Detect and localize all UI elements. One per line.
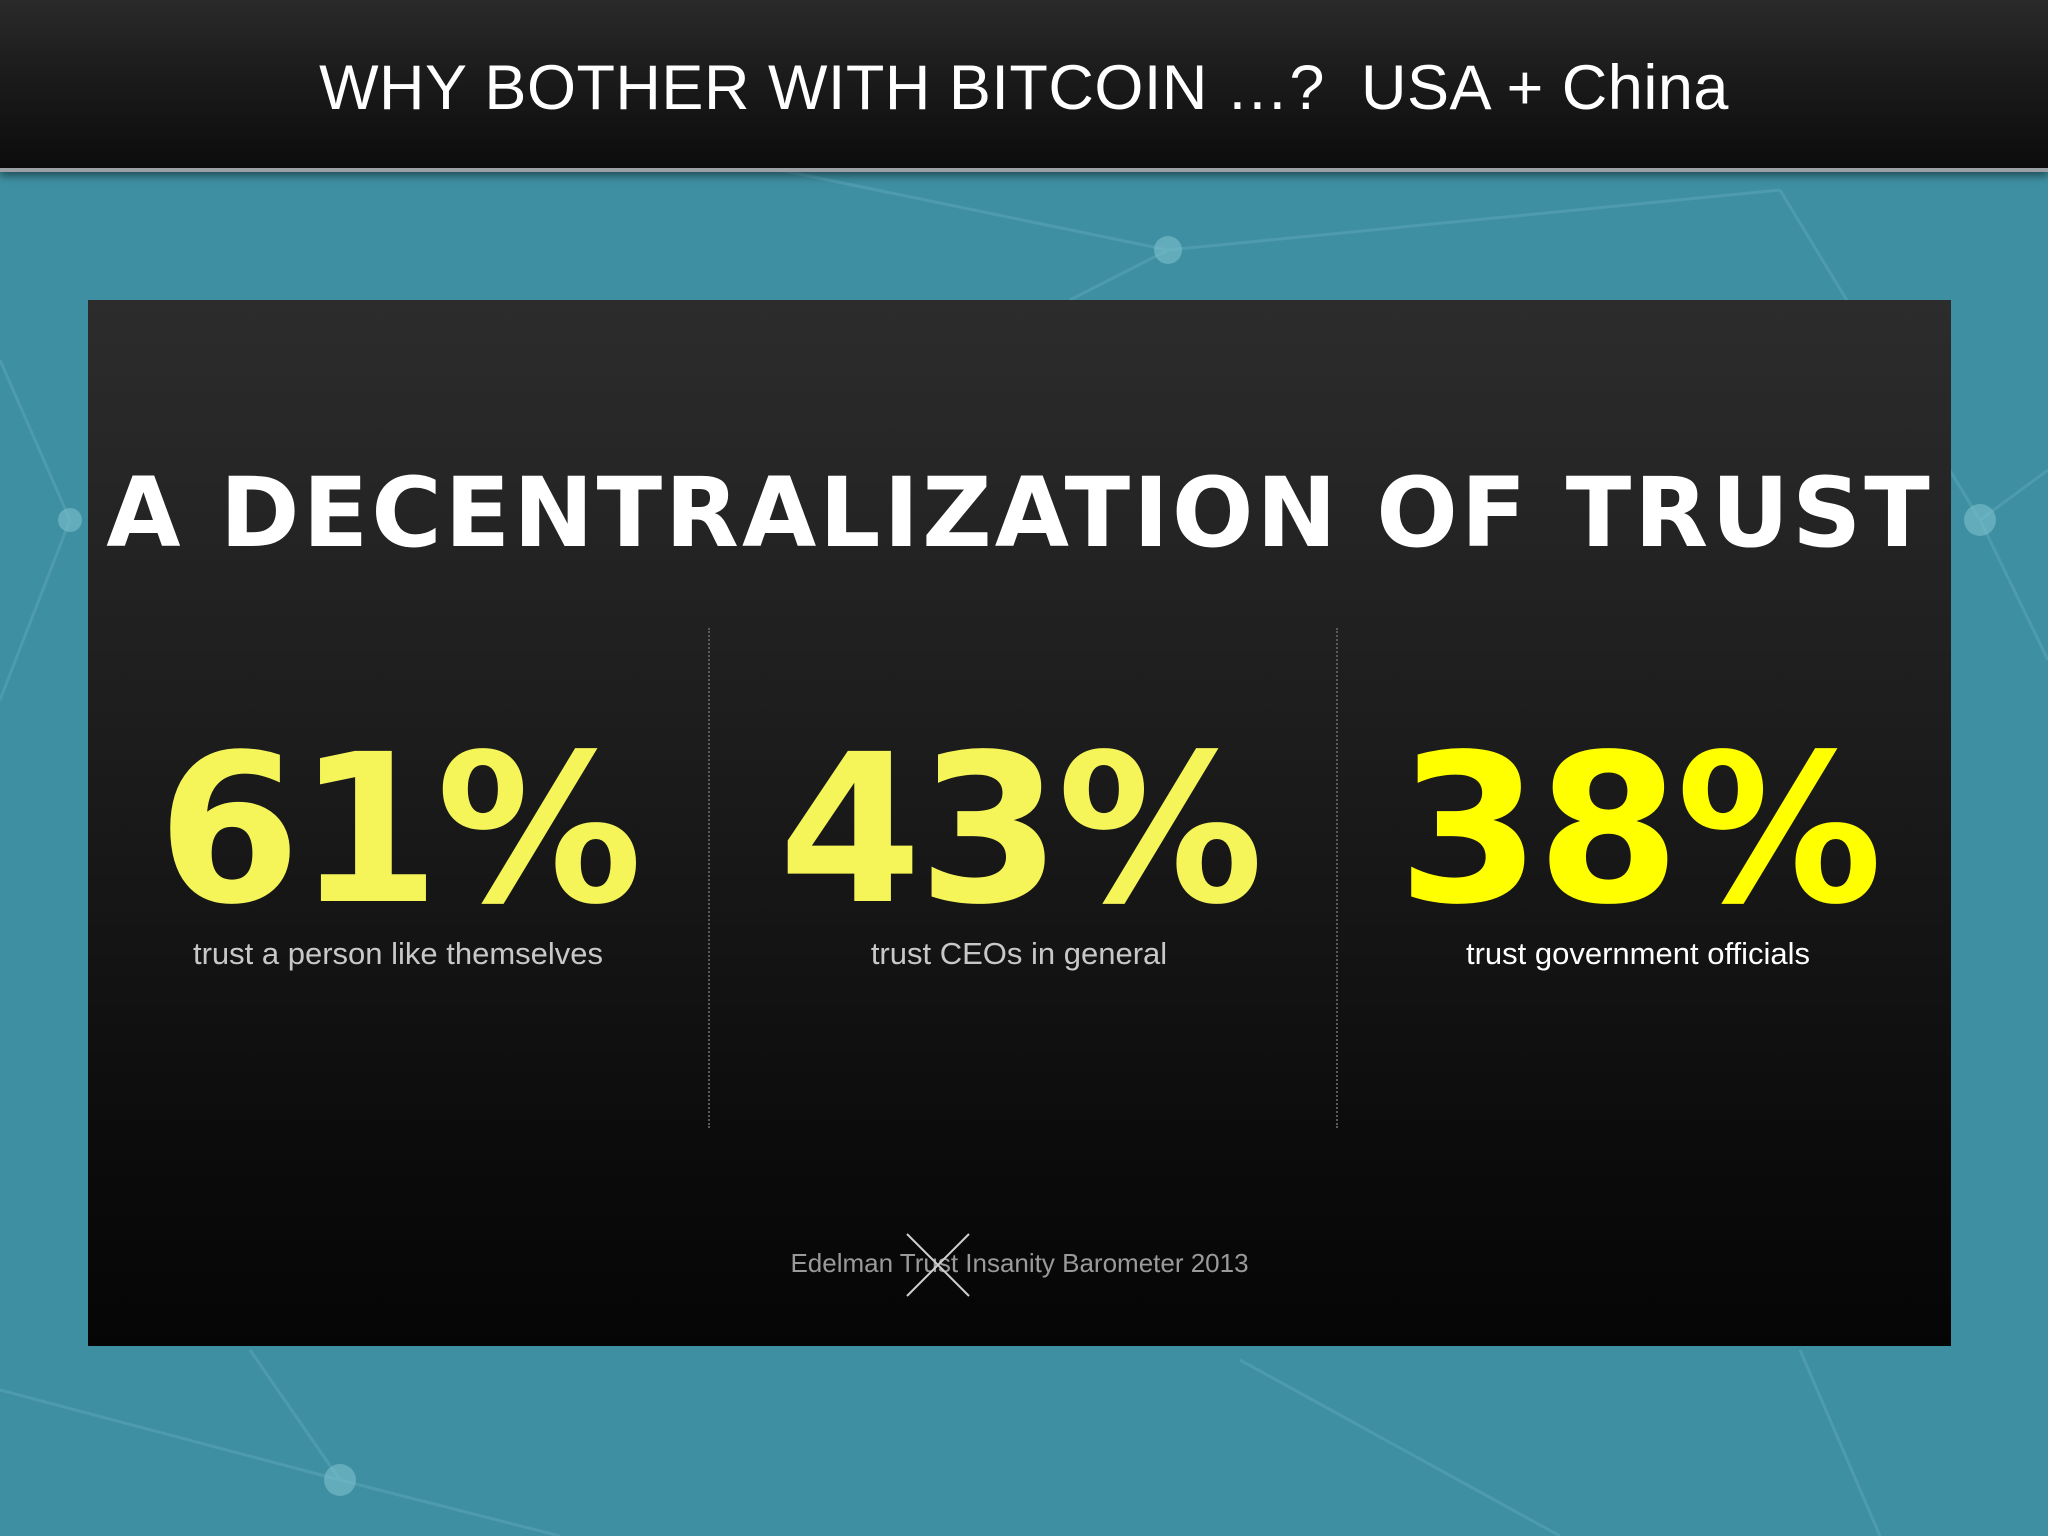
stat-value: 61%: [157, 710, 642, 950]
stat-label: trust government officials: [1465, 936, 1811, 971]
slide-title: WHY BOTHER WITH BITCOIN …? USA + China: [319, 53, 1729, 123]
stat-government: 38% trust government officials: [1328, 710, 1948, 974]
stat-peers: 61% trust a person like themselves: [88, 710, 708, 974]
trust-statistics-panel: A DECENTRALIZATION OF TRUST 61% trust a …: [88, 300, 1951, 1346]
panel-headline: A DECENTRALIZATION OF TRUST: [106, 457, 1933, 569]
column-divider-left: [708, 628, 710, 1128]
stat-ceos: 43% trust CEOs in general: [709, 710, 1329, 974]
cross-out-icon: [906, 1233, 970, 1297]
source-citation: Edelman Trust Insanity Barometer 2013: [790, 1248, 1249, 1278]
stat-value: 43%: [778, 710, 1263, 950]
column-divider-right: [1336, 628, 1338, 1128]
title-bar: WHY BOTHER WITH BITCOIN …? USA + China: [0, 0, 2048, 172]
stat-label: trust a person like themselves: [192, 936, 604, 971]
stat-value: 38%: [1397, 710, 1882, 950]
stat-label: trust CEOs in general: [870, 936, 1168, 971]
